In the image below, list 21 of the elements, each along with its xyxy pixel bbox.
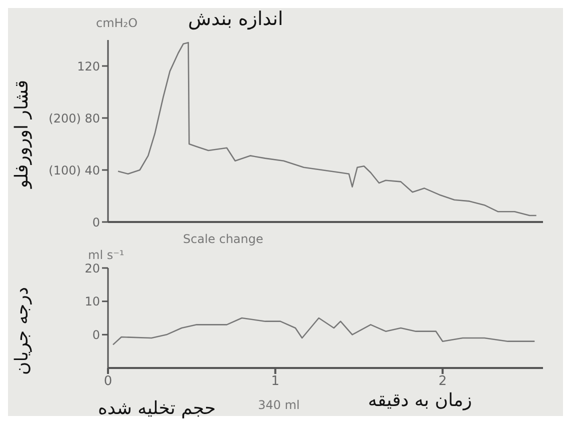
text: Scale change: [183, 232, 264, 246]
y-tick-label: 20: [84, 261, 100, 276]
x-tick-label: 0: [104, 374, 112, 390]
text: حجم تخلیه شده: [98, 398, 216, 419]
y-tick-label: 0: [92, 328, 100, 342]
y-tick-label: (200) 80: [48, 111, 100, 126]
chart-title: اندازه بندش: [188, 8, 284, 30]
y-tick-label: (100) 40: [48, 163, 100, 178]
text: cmH₂O: [96, 16, 138, 30]
y-tick-label: 120: [77, 59, 100, 74]
line-series: [117, 42, 537, 216]
y-axis-title: درجه جریان: [12, 287, 32, 375]
text: ml s⁻¹: [88, 248, 124, 262]
x-axis-title: زمان به دقیقه: [368, 390, 472, 411]
line-series: [112, 317, 536, 346]
y-tick-label: 0: [92, 215, 100, 230]
x-tick-label: 2: [438, 374, 447, 390]
y-axis-title: قشار اورورفلو: [12, 80, 32, 188]
x-tick-label: 1: [271, 374, 280, 390]
y-tick-label: 10: [84, 294, 100, 309]
text: 340 ml: [258, 398, 300, 412]
